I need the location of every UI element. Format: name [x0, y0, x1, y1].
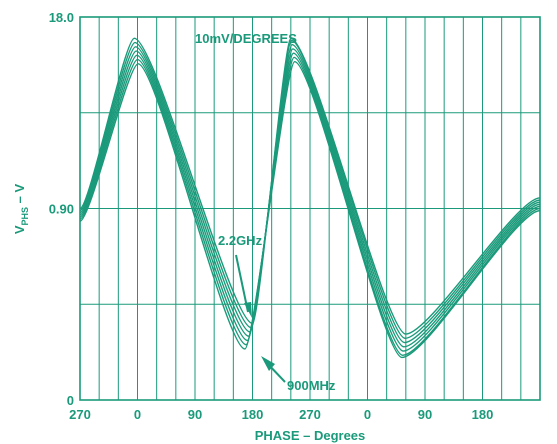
x-tick-label: 180: [242, 407, 264, 422]
series-curve-7: [79, 60, 541, 359]
x-tick-label: 270: [69, 407, 91, 422]
annotation-2-2ghz: 2.2GHz: [218, 233, 263, 248]
x-tick-label: 270: [299, 407, 321, 422]
x-tick-label: 90: [188, 407, 202, 422]
y-axis-title-main: V: [12, 225, 27, 234]
arrow-900mhz: [261, 356, 286, 383]
y-tick-label: 0: [67, 393, 74, 408]
x-tick-labels: 270 0 90 180 270 0 90 180: [69, 407, 493, 422]
curve-group: [79, 37, 541, 359]
y-tick-labels: 18.0 0.90 0: [49, 10, 74, 408]
x-tick-label: 90: [418, 407, 432, 422]
x-tick-label: 0: [364, 407, 371, 422]
arrow-2-2ghz: [235, 254, 252, 318]
x-tick-label: 0: [134, 407, 141, 422]
y-axis-title-subscript: PHS: [20, 207, 30, 226]
x-tick-label: 180: [472, 407, 494, 422]
y-axis-title-suffix: – V: [12, 184, 27, 207]
y-axis-title: VPHS – V: [12, 184, 30, 235]
x-axis-title: PHASE – Degrees: [255, 428, 366, 443]
y-tick-label: 18.0: [49, 10, 74, 25]
annotation-900mhz: 900MHz: [287, 378, 336, 393]
scale-annotation: 10mV/DEGREES: [195, 31, 297, 46]
y-tick-label: 0.90: [49, 202, 74, 217]
